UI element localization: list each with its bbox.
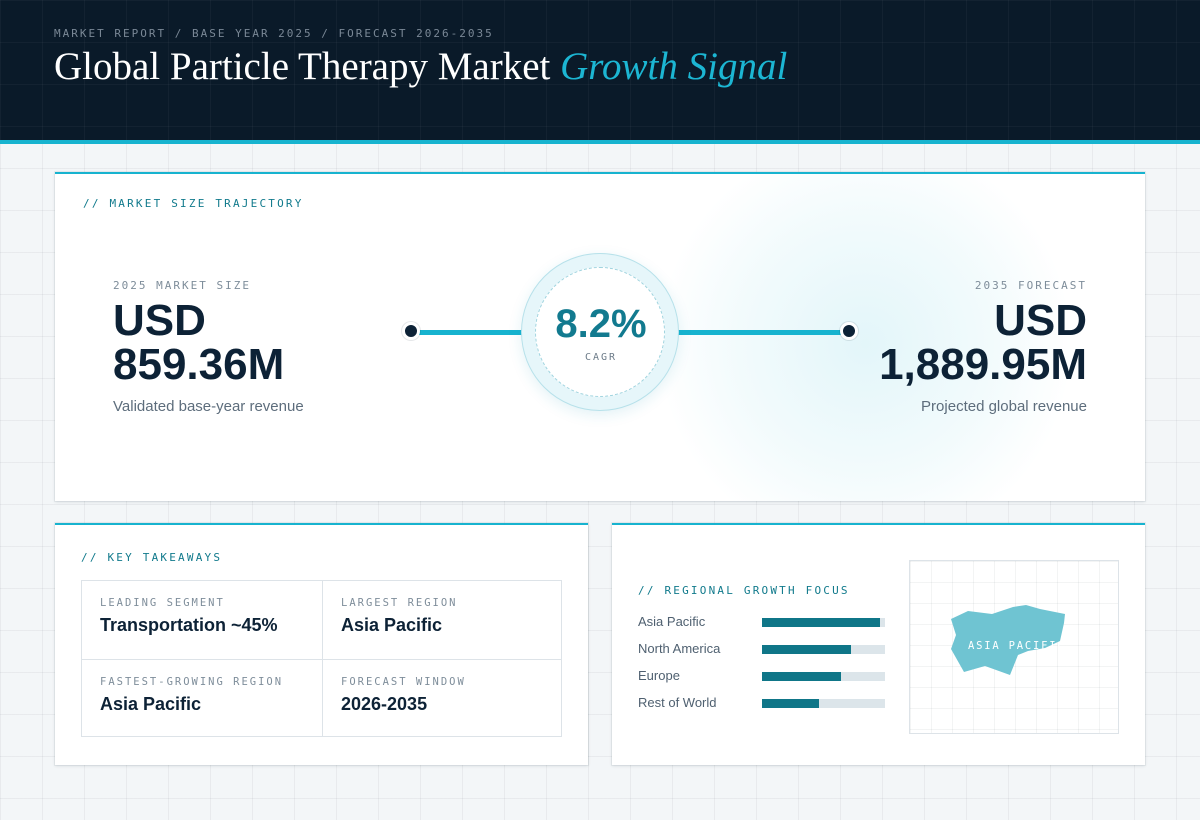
takeaway-leading-segment: LEADING SEGMENT Transportation ~45% <box>82 581 322 659</box>
region-name: Asia Pacific <box>638 614 706 629</box>
takeaway-largest-region: LARGEST REGION Asia Pacific <box>322 581 562 659</box>
region-bar-fill <box>762 699 819 708</box>
report-header: MARKET REPORT / BASE YEAR 2025 / FORECAS… <box>0 0 1200 144</box>
region-row-asia-pacific: Asia Pacific <box>638 614 898 630</box>
market-size-trajectory-panel: // MARKET SIZE TRAJECTORY 2025 MARKET SI… <box>55 172 1145 501</box>
page-title-accent: Growth Signal <box>560 45 788 88</box>
section-title-regional: // REGIONAL GROWTH FOCUS <box>638 584 850 597</box>
takeaway-value: Asia Pacific <box>341 615 443 635</box>
region-bar-fill <box>762 672 841 681</box>
takeaway-value: 2026-2035 <box>341 694 428 714</box>
end-point-marker <box>840 322 858 340</box>
region-row-rest-of-world: Rest of World <box>638 695 898 711</box>
takeaway-forecast-window: FORECAST WINDOW 2026-2035 <box>322 659 562 737</box>
base-year-description: Validated base-year revenue <box>113 398 304 415</box>
cagr-value: 8.2% <box>555 302 647 346</box>
region-name: Europe <box>638 668 680 683</box>
takeaway-value: Transportation ~45% <box>100 615 278 635</box>
region-bar-track <box>762 645 885 654</box>
base-year-value: 859.36M <box>113 340 285 389</box>
takeaways-grid: LEADING SEGMENT Transportation ~45% LARG… <box>81 580 562 737</box>
start-point-marker <box>402 322 420 340</box>
page-title: Global Particle Therapy Market Growth Si… <box>54 44 787 89</box>
forecast-value: 1,889.95M <box>879 340 1087 389</box>
region-bar-track <box>762 672 885 681</box>
key-takeaways-panel: // KEY TAKEAWAYS LEADING SEGMENT Transpo… <box>55 523 588 765</box>
section-title-trajectory: // MARKET SIZE TRAJECTORY <box>83 197 304 210</box>
cagr-badge: 8.2% CAGR <box>521 253 679 411</box>
cagr-label: CAGR <box>584 352 618 363</box>
region-name: Rest of World <box>638 695 717 710</box>
background-glow <box>655 174 1075 501</box>
forecast-currency: USD <box>994 296 1087 345</box>
cagr-badge-inner: 8.2% CAGR <box>535 267 665 397</box>
base-year-label: 2025 MARKET SIZE <box>113 279 251 292</box>
page-title-main: Global Particle Therapy Market <box>54 45 551 88</box>
breadcrumb: MARKET REPORT / BASE YEAR 2025 / FORECAS… <box>54 27 494 40</box>
forecast-description: Projected global revenue <box>921 398 1087 415</box>
base-year-currency: USD <box>113 296 206 345</box>
regional-growth-panel: // REGIONAL GROWTH FOCUS Asia Pacific No… <box>612 523 1145 765</box>
region-bar-fill <box>762 645 851 654</box>
region-bar-track <box>762 699 885 708</box>
map-region-label: ASIA PACIFIC <box>968 640 1066 652</box>
takeaway-value: Asia Pacific <box>100 694 202 714</box>
takeaway-label: LEADING SEGMENT <box>100 597 225 609</box>
forecast-label: 2035 FORECAST <box>974 279 1087 292</box>
region-name: North America <box>638 641 721 656</box>
region-map: ASIA PACIFIC <box>909 560 1119 734</box>
region-bar-fill <box>762 618 881 627</box>
takeaway-label: FASTEST-GROWING REGION <box>100 676 284 688</box>
takeaway-label: FORECAST WINDOW <box>341 676 466 688</box>
takeaway-label: LARGEST REGION <box>341 597 458 609</box>
section-title-takeaways: // KEY TAKEAWAYS <box>81 551 223 564</box>
region-bar-track <box>762 618 885 627</box>
takeaway-fastest-growing-region: FASTEST-GROWING REGION Asia Pacific <box>82 659 322 737</box>
region-row-north-america: North America <box>638 641 898 657</box>
region-row-europe: Europe <box>638 668 898 684</box>
asia-pacific-map-shape <box>951 605 1065 675</box>
